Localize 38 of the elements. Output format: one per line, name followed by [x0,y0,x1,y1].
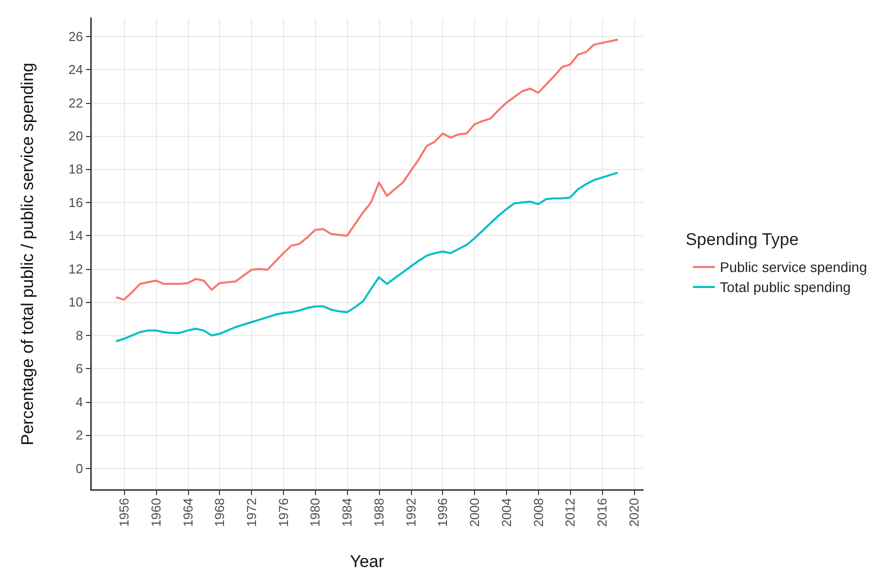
y-tick-label: 10 [68,294,83,310]
x-tick-label: 1976 [276,498,291,527]
line-series [115,172,619,342]
legend-title: Spending Type [686,230,799,249]
y-axis-title: Percentage of total public / public service spending [18,62,37,446]
x-tick-label: 1960 [148,498,164,527]
y-tick-label: 0 [76,460,83,476]
x-tick-label: 2012 [562,498,578,527]
line-series [115,38,619,301]
y-tick-label: 24 [68,62,83,78]
y-tick-label: 2 [76,428,83,443]
x-tick-label: 1968 [212,498,228,527]
y-tick-label: 6 [76,361,83,376]
x-tick-label: 2008 [530,498,546,527]
x-tick-label: 2016 [594,498,610,527]
x-tick-label: 2004 [498,498,514,527]
legend-label: Public service spending [720,259,868,275]
x-tick-label: 1996 [435,498,450,527]
y-tick-label: 4 [76,394,83,410]
x-tick-label: 1988 [371,498,386,527]
x-tick-label: 1964 [180,498,196,527]
y-tick-label: 14 [68,228,83,244]
x-tick-label: 1956 [116,498,132,527]
x-tick-label: 1992 [403,498,418,527]
y-tick-label: 22 [68,95,83,110]
x-tick-label: 1980 [308,498,323,527]
x-tick-label: 2000 [467,498,482,527]
x-tick-label: 1984 [340,498,355,527]
legend-label: Total public spending [720,279,851,295]
y-tick-label: 16 [68,194,83,210]
y-tick-label: 18 [68,162,83,177]
y-tick-label: 26 [68,28,83,44]
x-axis-title: Year [350,552,385,571]
y-tick-label: 8 [76,328,83,343]
y-tick-label: 12 [68,261,83,276]
x-tick-label: 1972 [244,498,259,527]
x-tick-label: 2020 [626,498,642,527]
y-tick-label: 20 [68,128,83,144]
